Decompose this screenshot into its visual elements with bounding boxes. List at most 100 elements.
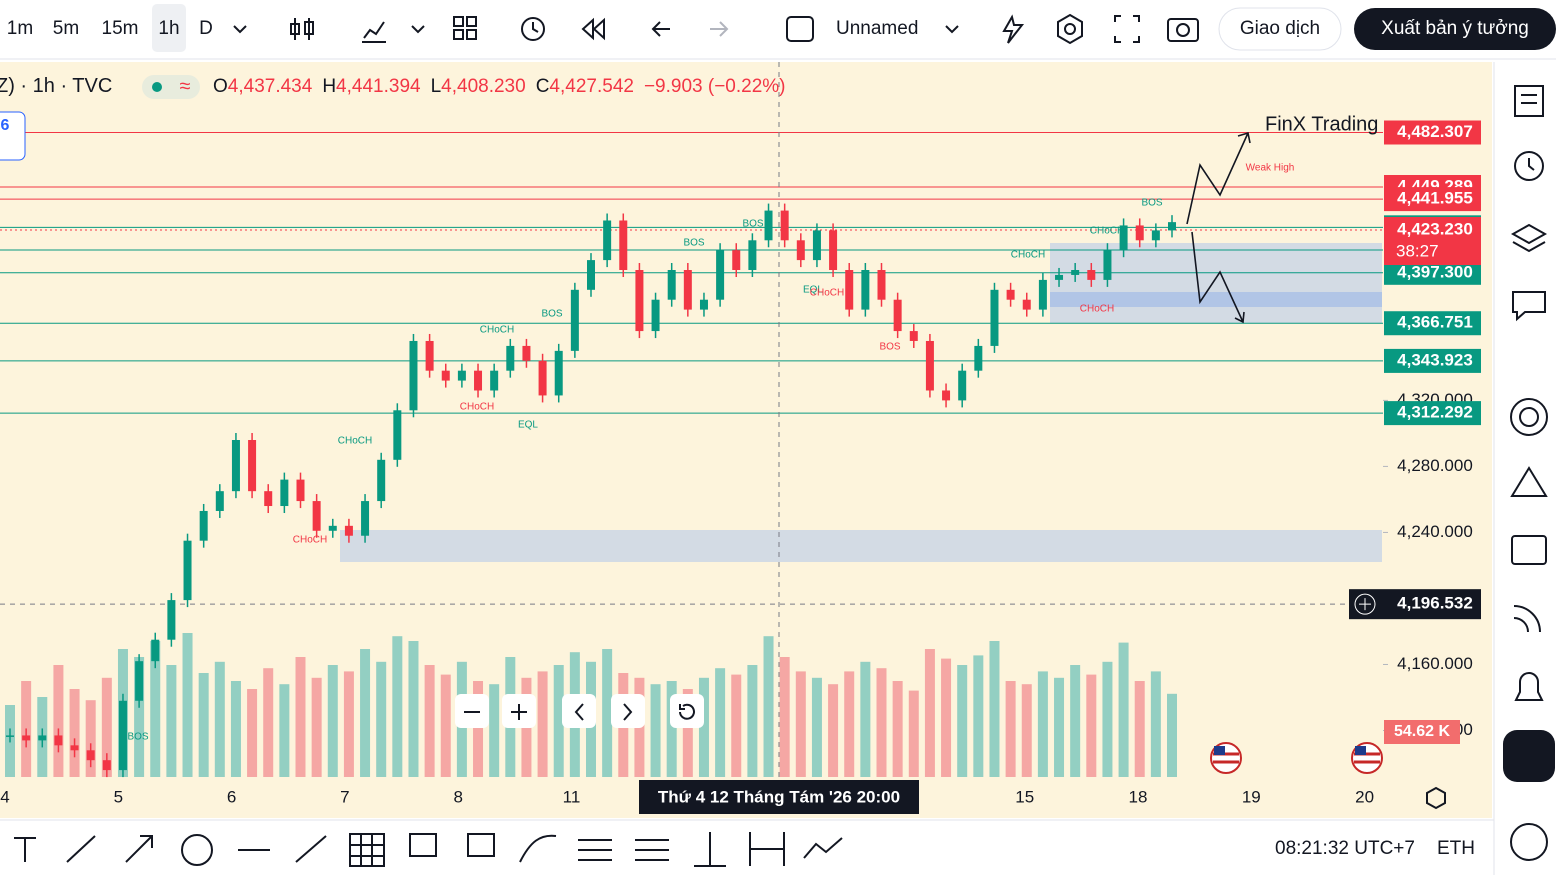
volume-bar [1102,661,1113,777]
candle-body [538,360,547,396]
trade-button[interactable] [1218,7,1342,51]
candle-body [651,299,660,332]
publish-label[interactable]: Xuất bản ý tưởng [1381,18,1529,39]
volume-bar [1054,677,1065,777]
nav-icon [511,704,527,720]
trade-label[interactable]: Giao dịch [1240,18,1320,39]
volume-bar [311,677,322,777]
candle-body [683,270,692,310]
legend-part: 4,427.542 [549,76,634,97]
volume-bar [1167,693,1177,777]
layout-name[interactable]: Unnamed [836,18,918,39]
candle-body [441,370,450,381]
price-label: 4,343.923 [1397,350,1473,369]
volume-bar [1005,681,1016,777]
session[interactable]: ETH [1437,838,1475,859]
volume-bar [424,665,435,777]
price-label: 4,397.300 [1397,262,1473,281]
candle-body [183,540,192,601]
candle-body [102,760,111,771]
candle-body [974,345,983,371]
price-label-box [1384,311,1481,336]
candle-body [667,270,676,300]
candle-body [1087,270,1096,280]
volume-label: 54.62 K [1394,723,1450,740]
candle-body [1022,299,1031,310]
interval[interactable]: 1h [158,18,179,39]
volume-bar [731,674,742,777]
nav-button[interactable] [562,694,596,728]
x-tick-label: 18 [1129,787,1148,806]
interval[interactable]: 1m [7,18,33,39]
volume-bar [795,671,806,777]
annotation: BOS [683,238,704,249]
candle-body [361,501,370,536]
volume-bar [1037,671,1048,777]
annotation: CHoCH [1011,250,1045,261]
nav-icon [623,703,633,721]
crosshair-label: 4,196.532 [1397,594,1473,613]
x-tick-label: 15 [1015,787,1034,806]
volume-bar [1134,681,1145,777]
annotation: CHoCH [1090,226,1124,237]
interval[interactable]: 5m [53,18,79,39]
plot [0,62,1383,780]
legend-part: C [536,76,550,97]
volume-bar [892,681,903,777]
candle-body [1103,250,1112,280]
x-tick-label: 11 [563,787,581,806]
candle-body [264,491,273,507]
zone [1050,292,1382,307]
candle-body [54,735,63,746]
volume-bar [941,658,952,777]
annotation: CHoCH [293,535,327,546]
candle-body [38,735,47,741]
candle-body [925,340,934,391]
volume-bar [682,689,693,777]
nav-button[interactable] [670,694,704,728]
y-tick-label: 4,280.000 [1397,456,1473,475]
legend: Z) · 1h · TVC [0,75,112,97]
status-badge [142,75,200,99]
price-label: 4,482.307 [1397,122,1473,141]
candle-body [893,299,902,332]
interval[interactable]: D [199,18,213,39]
candle-body [942,390,951,401]
volume-bar [85,700,96,777]
annotation: CHoCH [810,288,844,299]
candle-body [1055,274,1064,280]
candle-body [1119,225,1128,251]
annotation: CHoCH [460,402,494,413]
badge-text: 6 [1,117,10,134]
candle-body [909,331,918,341]
candle-body [845,270,854,310]
toolbar-icons [233,13,1199,45]
candle-body [215,491,224,511]
annotation: CHoCH [1080,304,1114,315]
volume-bar [182,633,193,777]
candle-body [6,735,14,737]
candle-body [377,459,386,502]
candle-body [199,510,208,541]
price-label: 4,366.751 [1397,313,1473,332]
volume-bar [343,671,354,777]
candle-body [619,220,628,270]
candle-body [506,345,515,371]
projection-arrow [1186,131,1251,225]
candle-body [732,250,741,270]
interval[interactable]: 15m [102,18,139,39]
candle-body [328,525,337,531]
legend-part: O [213,76,228,97]
annotation: BOS [127,732,148,743]
candle-body [1038,279,1047,310]
candle-body [86,750,95,761]
crosshair-plus [1354,593,1376,615]
volume-bar [779,657,790,777]
publish-button[interactable] [1354,8,1556,50]
candle-body [231,440,240,492]
volume-bar [747,665,758,777]
nav-button[interactable] [611,694,645,728]
volume-bar [844,671,855,777]
x-tick-label: 5 [114,787,123,806]
